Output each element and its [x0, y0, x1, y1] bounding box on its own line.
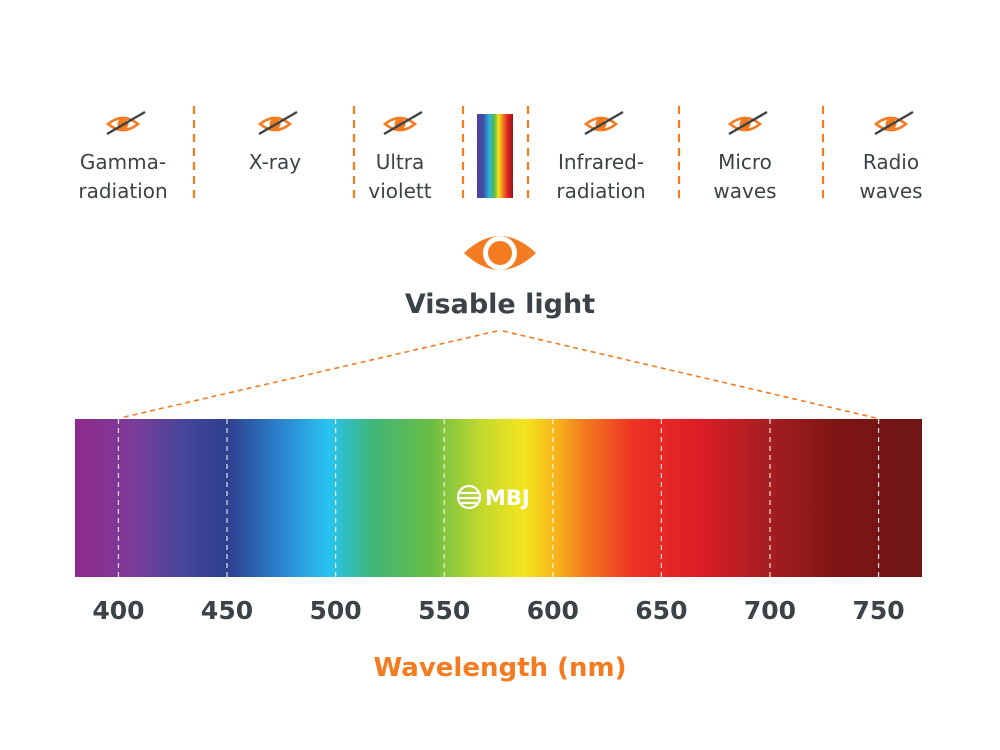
- category-label-gamma: radiation: [78, 179, 167, 203]
- category-label-micro: waves: [713, 179, 776, 203]
- spectrum-bar: [75, 419, 922, 577]
- tick-label-550: 550: [418, 596, 470, 625]
- eye-crossed-icon: [382, 110, 423, 136]
- eye-crossed-icon: [873, 110, 914, 136]
- tick-label-400: 400: [92, 596, 144, 625]
- eye-crossed-icon: [727, 110, 768, 136]
- category-label-radio: waves: [859, 179, 922, 203]
- tick-label-450: 450: [201, 596, 253, 625]
- tick-label-600: 600: [527, 596, 579, 625]
- category-label-xray: X-ray: [249, 150, 301, 174]
- mbj-logo: MBJ: [456, 484, 530, 510]
- category-label-radio: Radio: [863, 150, 919, 174]
- zoom-line-left: [119, 330, 498, 419]
- top-category-row: Gamma-radiation X-ray Ultra violett Infrared…: [78, 106, 923, 204]
- tick-label-750: 750: [852, 596, 904, 625]
- visible-light-title: Visable light: [405, 289, 595, 320]
- tick-label-500: 500: [310, 596, 362, 625]
- wavelength-axis-label: Wavelength (nm): [374, 653, 627, 683]
- eye-crossed-icon: [105, 110, 146, 136]
- logo-text: MBJ: [485, 486, 530, 510]
- visible-light-eye-icon: [464, 236, 536, 270]
- eye-crossed-icon: [257, 110, 298, 136]
- category-label-gamma: Gamma-: [80, 150, 166, 174]
- eye-crossed-icon: [583, 110, 624, 136]
- zoom-line-right: [502, 330, 877, 419]
- category-label-uv: violett: [368, 179, 431, 203]
- category-label-micro: Micro: [718, 150, 772, 174]
- tick-label-700: 700: [744, 596, 796, 625]
- tick-labels: 400 450 500 550 600 650 700 750: [92, 596, 904, 625]
- category-label-uv: Ultra: [376, 150, 425, 174]
- tick-label-650: 650: [635, 596, 687, 625]
- visible-spectrum-swatch: [477, 114, 513, 198]
- category-label-ir: Infrared-: [558, 150, 644, 174]
- category-label-ir: radiation: [556, 179, 645, 203]
